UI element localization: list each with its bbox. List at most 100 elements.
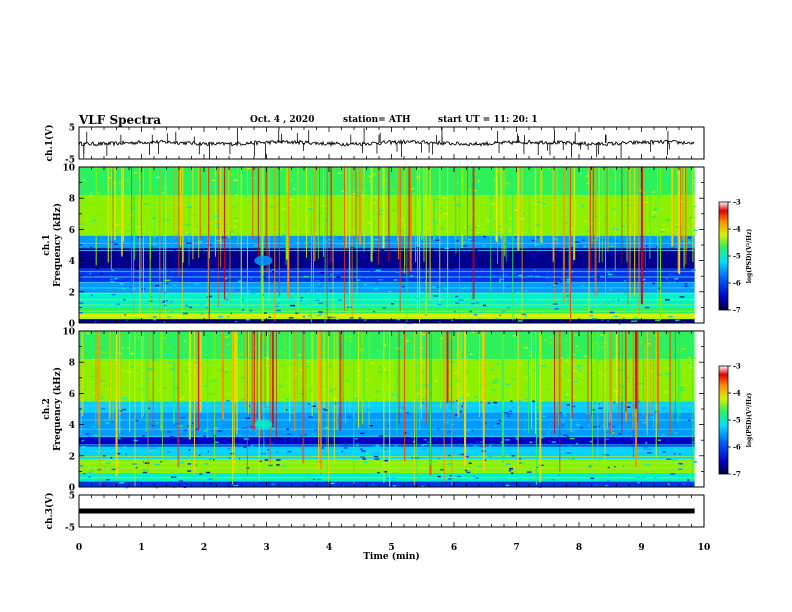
spectral-noise: [289, 297, 294, 299]
spectral-noise: [686, 342, 691, 344]
spectral-noise: [318, 365, 322, 368]
spectral-noise: [318, 302, 323, 305]
spectral-noise: [477, 465, 483, 468]
spectral-noise: [351, 194, 356, 197]
spectral-noise: [143, 482, 147, 485]
y-tick-label: 8: [69, 359, 75, 369]
spectral-noise: [256, 350, 261, 353]
sferic-streak: [259, 331, 262, 439]
sferic-streak: [261, 167, 264, 322]
spectral-noise: [295, 181, 297, 184]
spectral-noise: [309, 390, 311, 393]
spectral-noise: [237, 280, 241, 283]
sferic-streak: [553, 167, 555, 306]
spectral-noise: [643, 446, 648, 448]
spectral-noise: [260, 452, 266, 455]
spectral-noise: [394, 445, 398, 447]
spectral-noise: [515, 353, 519, 355]
spectral-noise: [227, 316, 230, 318]
spectral-noise: [476, 224, 481, 227]
spectral-noise: [373, 202, 377, 204]
sferic-streak: [362, 331, 364, 425]
spectral-noise: [359, 448, 363, 450]
spectral-noise: [607, 301, 611, 304]
spectral-noise: [500, 441, 503, 444]
spectral-noise: [365, 267, 369, 269]
spectral-noise: [493, 401, 498, 404]
spectral-noise: [341, 190, 344, 193]
spectral-noise: [169, 339, 174, 341]
sferic-streak: [458, 167, 460, 318]
spectral-noise: [640, 345, 642, 348]
spectral-noise: [378, 435, 384, 437]
spectral-noise: [573, 370, 579, 372]
spectral-noise: [124, 313, 127, 316]
spectral-noise: [248, 405, 250, 407]
spectral-noise: [104, 333, 109, 335]
spectral-noise: [118, 181, 122, 184]
spectral-noise: [303, 315, 305, 318]
spectral-noise: [452, 252, 456, 254]
spectral-noise: [135, 294, 137, 296]
spectral-noise: [349, 296, 353, 298]
spectral-noise: [692, 182, 695, 185]
spectral-noise: [436, 427, 440, 430]
spectral-noise: [560, 169, 564, 172]
y-axis-label: ch.3(V): [44, 493, 55, 530]
spectral-noise: [367, 167, 373, 170]
spectral-noise: [686, 415, 689, 418]
spectral-noise: [469, 239, 475, 242]
spectral-band: [79, 248, 695, 269]
spectral-noise: [160, 460, 162, 463]
spectral-noise: [448, 478, 452, 480]
trace-line-ch1: [78, 139, 695, 148]
spectral-noise: [456, 400, 458, 402]
spectral-noise: [442, 194, 447, 197]
sferic-streak: [589, 167, 591, 272]
spectral-noise: [290, 304, 296, 307]
spectral-noise: [559, 412, 562, 414]
sferic-streak: [253, 331, 255, 430]
spectral-noise: [179, 194, 181, 197]
spectral-noise: [496, 170, 502, 173]
sferic-streak: [404, 167, 406, 267]
spectral-noise: [465, 429, 471, 431]
spectral-noise: [682, 482, 686, 485]
spectral-noise: [180, 398, 183, 400]
spectral-noise: [594, 293, 599, 296]
spectral-noise: [329, 390, 334, 393]
sferic-streak: [349, 331, 351, 413]
spectral-noise: [652, 282, 656, 285]
spectral-noise: [206, 471, 211, 474]
sferic-streak: [594, 167, 597, 299]
spectral-noise: [352, 193, 357, 195]
spectral-noise: [533, 441, 537, 443]
spectral-noise: [499, 314, 501, 317]
spectral-noise: [224, 367, 228, 369]
spectral-noise: [510, 472, 514, 475]
spectral-noise: [185, 480, 187, 482]
spectral-noise: [644, 306, 650, 309]
spectral-noise: [203, 383, 208, 385]
spectral-noise: [391, 394, 396, 396]
spectral-noise: [126, 230, 129, 232]
y-axis-label: Frequency (kHz): [52, 203, 63, 287]
spectral-noise: [320, 472, 322, 475]
spectral-noise: [365, 276, 370, 279]
spectral-noise: [593, 291, 596, 293]
spectral-noise: [107, 176, 112, 179]
spectral-noise: [451, 406, 455, 408]
spectral-noise: [522, 462, 525, 465]
sferic-streak: [96, 331, 98, 403]
spectral-noise: [91, 274, 94, 277]
sferic-streak: [541, 167, 543, 245]
y-axis-label: Frequency (kHz): [52, 367, 63, 451]
spectral-noise: [555, 337, 560, 340]
spectral-noise: [84, 451, 87, 454]
spectral-noise: [478, 386, 482, 388]
spectral-noise: [546, 331, 548, 333]
spectral-noise: [114, 303, 118, 306]
spectral-noise: [678, 462, 683, 465]
interference-line: [79, 411, 695, 413]
spectral-noise: [669, 354, 674, 357]
